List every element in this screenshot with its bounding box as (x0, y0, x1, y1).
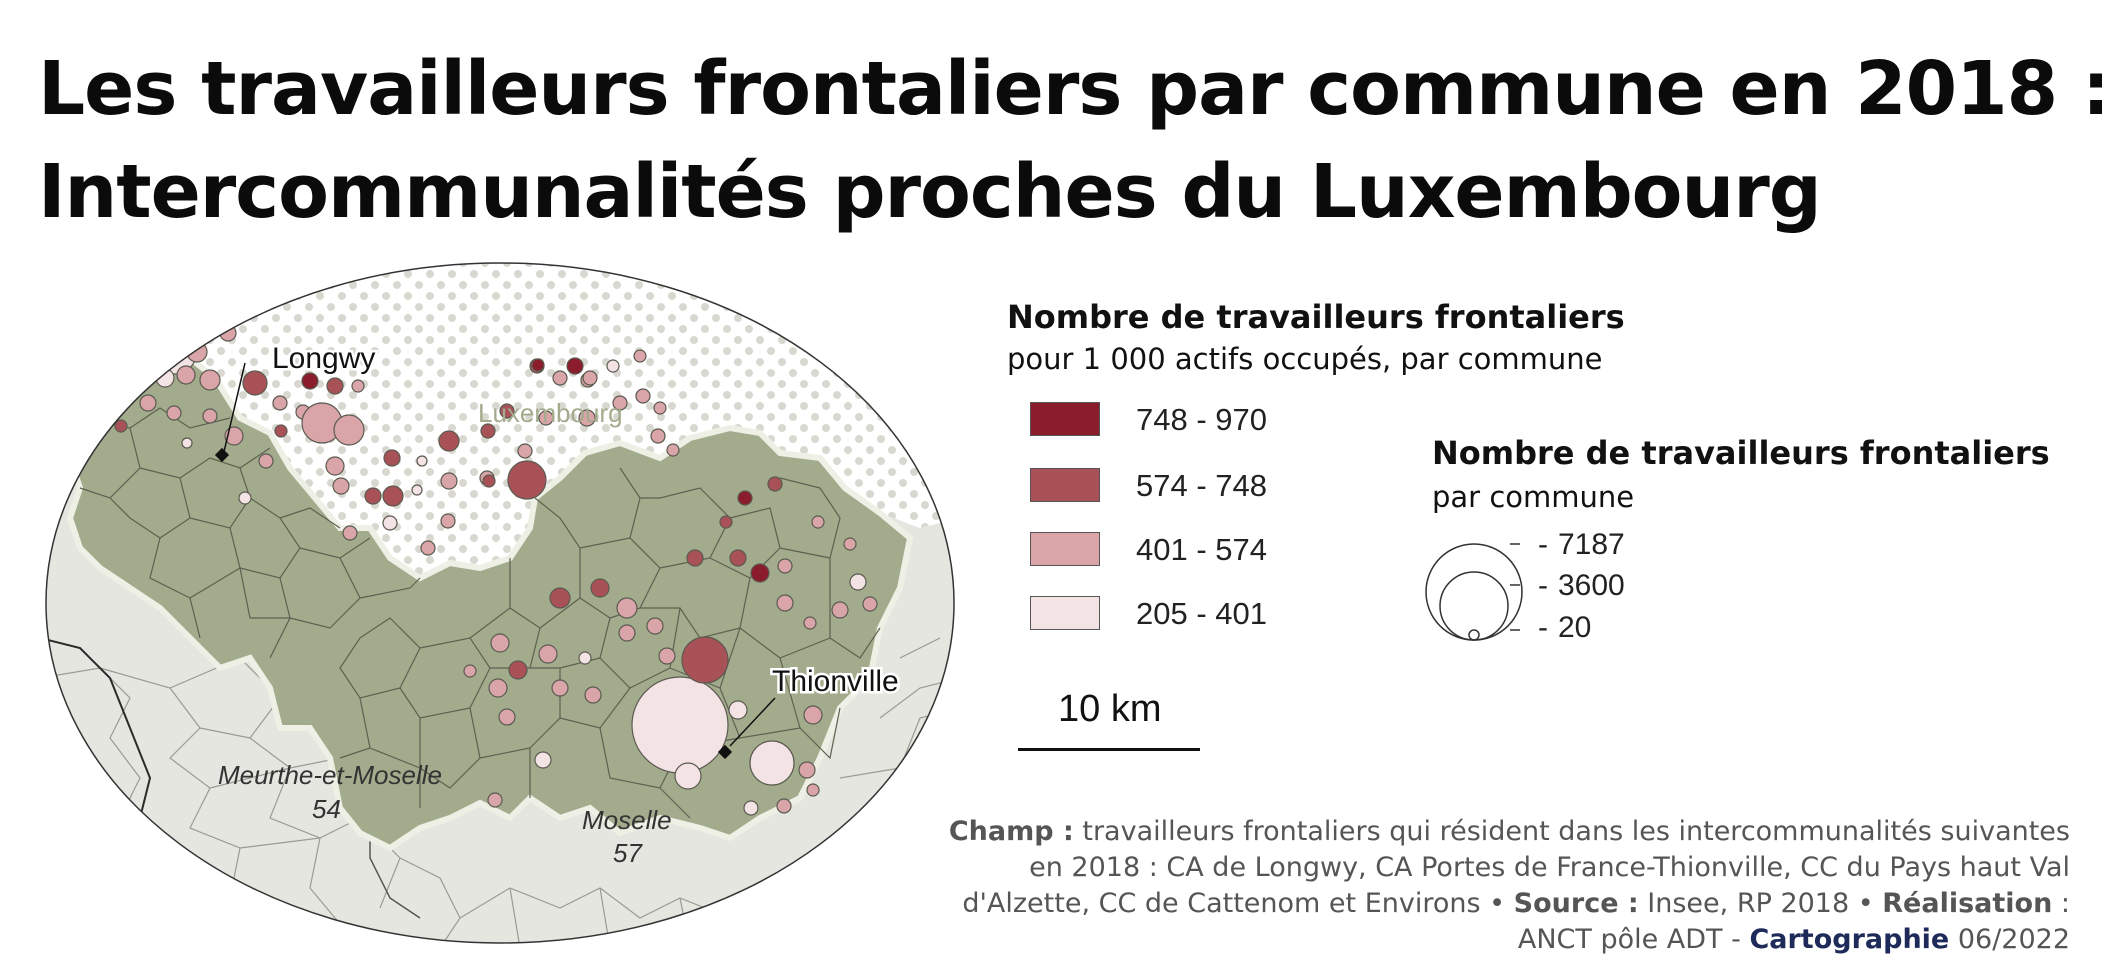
legend-count-title: Nombre de travailleurs frontaliers (1432, 434, 2050, 472)
main-commune-circles (463, 476, 878, 816)
label-meurthe-code: 54 (312, 794, 341, 824)
source-text: Insee, RP 2018 • (1638, 888, 1883, 919)
map-title: Les travailleurs frontaliers par commune… (38, 38, 2102, 244)
legend-swatch-401-574 (1030, 532, 1100, 566)
legend-circle-large (1425, 543, 1523, 641)
scale-label: 10 km (1058, 688, 1162, 730)
legend-dash-2: - (1538, 569, 1548, 602)
label-longwy: Longwy (272, 342, 375, 375)
legend-rate-subtitle: pour 1 000 actifs occupés, par commune (1007, 342, 1603, 376)
legend-swatch-748-970 (1030, 402, 1100, 436)
legend-class-label: 748 - 970 (1136, 402, 1267, 437)
champ-label: Champ : (948, 816, 1074, 847)
title-line-1: Les travailleurs frontaliers par commune… (38, 46, 2102, 132)
map-overlay: Longwy Luxembourg Thionville Meurthe-et-… (214, 340, 901, 868)
champ-text: travailleurs frontaliers qui résident da… (962, 816, 2070, 919)
label-moselle: Moselle (582, 805, 672, 835)
legend-dash-1: - (1538, 528, 1548, 561)
legend-circle-value-min: 20 (1558, 611, 1592, 644)
footnote-date: 06/2022 (1949, 924, 2070, 955)
legend-rate-title: Nombre de travailleurs frontaliers (1007, 298, 1625, 336)
longwy-marker (214, 362, 246, 463)
source-label: Source : (1513, 888, 1639, 919)
legend-swatch-205-401 (1030, 596, 1100, 630)
title-line-2: Intercommunalités proches du Luxembourg (38, 149, 1822, 235)
legend-class-label: 401 - 574 (1136, 532, 1267, 567)
scale-bar (1018, 748, 1200, 751)
legend-count-subtitle: par commune (1432, 480, 1635, 514)
thionville-marker (717, 697, 776, 760)
legend-swatch-574-748 (1030, 468, 1100, 502)
legend-dash-3: - (1538, 611, 1548, 644)
footnote: Champ : travailleurs frontaliers qui rés… (940, 814, 2070, 958)
realisation-label: Réalisation (1882, 888, 2053, 919)
legend-class-label: 205 - 401 (1136, 596, 1267, 631)
legend-class-label: 574 - 748 (1136, 468, 1267, 503)
legend-circle-value-max: 7187 (1558, 528, 1625, 561)
cartographie-label: Cartographie (1749, 924, 1950, 955)
label-meurthe: Meurthe-et-Moselle (218, 760, 442, 790)
legend-circle-small (1468, 629, 1480, 641)
label-moselle-code: 57 (613, 838, 643, 868)
label-luxembourg: Luxembourg (478, 398, 623, 428)
label-thionville: Thionville (772, 665, 899, 698)
legend-circles (1425, 543, 1523, 641)
legend-circle-value-mid: 3600 (1558, 569, 1625, 602)
realisation-text: : ANCT pôle ADT - (1517, 888, 2070, 955)
